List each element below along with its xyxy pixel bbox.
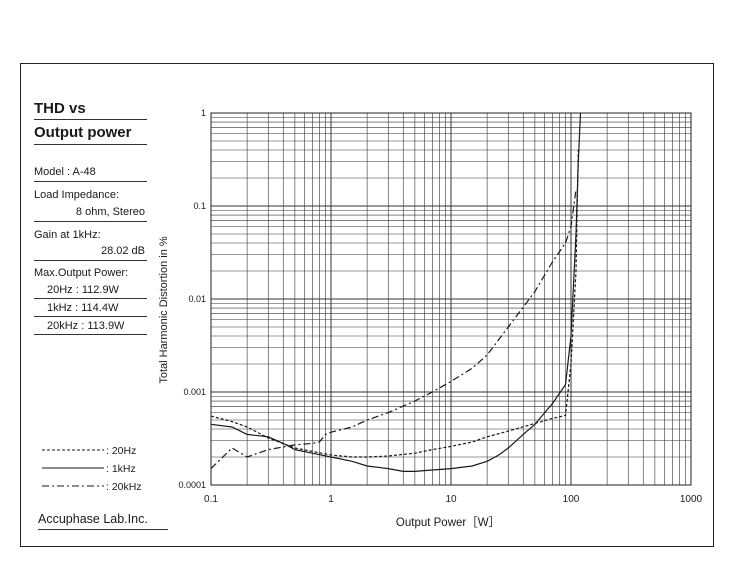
title-rule-1 [34, 119, 147, 120]
spec-gain-value: 28.02 dB [100, 245, 145, 257]
company-name: Accuphase Lab.Inc. [38, 512, 148, 526]
spec-rule [34, 334, 147, 335]
spec-maxpower-row: 1kHz : 114.4W [47, 302, 119, 314]
y-tick-label: 0.001 [183, 387, 206, 397]
x-tick-label: 0.1 [204, 494, 218, 505]
chart-series-lines [210, 112, 582, 472]
spec-maxpower-row: 20Hz : 112.9W [47, 284, 119, 296]
plot-border [210, 112, 692, 486]
spec-rule [34, 181, 147, 182]
y-tick-label: 0.1 [193, 201, 206, 211]
x-tick-label: 1000 [680, 494, 703, 505]
spec-rule [34, 260, 147, 261]
spec-rule [34, 221, 147, 222]
chart-legend: : 20Hz : 1kHz : 20kHz [42, 445, 142, 493]
x-tick-label: 1 [328, 494, 334, 505]
y-tick-label: 0.01 [188, 294, 206, 304]
series-line [210, 112, 582, 472]
spec-load-value: 8 ohm, Stereo [75, 206, 145, 218]
company-underline [38, 529, 168, 530]
spec-gain-label: Gain at 1kHz: [34, 229, 101, 241]
spec-maxpower-row: 20kHz : 113.9W [47, 320, 125, 332]
legend-label: : 1kHz [106, 463, 136, 475]
spec-maxpower-label: Max.Output Power: [34, 267, 129, 279]
chart-tick-labels: 0.1 1 10 100 1000 1 0.1 0.01 0.001 0.0001 [178, 108, 702, 505]
y-tick-label: 0.0001 [178, 480, 206, 490]
title-rule-2 [34, 144, 147, 145]
spec-load-label: Load Impedance: [34, 189, 120, 201]
y-tick-label: 1 [201, 108, 206, 118]
spec-rule [34, 316, 147, 317]
spec-rule [34, 298, 147, 299]
spec-model: Model : A-48 [34, 166, 96, 178]
x-tick-label: 100 [563, 494, 580, 505]
chart-title-line1: THD vs [34, 100, 86, 117]
y-axis-label: Total Harmonic Distortion in % [158, 236, 170, 384]
legend-label: : 20Hz [106, 445, 136, 457]
chart-frame [20, 63, 714, 547]
x-axis-label: Output Power［W］ [395, 517, 501, 529]
chart-title-line2: Output power [34, 124, 132, 141]
series-line [210, 189, 577, 470]
x-tick-label: 10 [445, 494, 457, 505]
legend-label: : 20kHz [106, 481, 142, 493]
chart-grid [210, 112, 692, 486]
